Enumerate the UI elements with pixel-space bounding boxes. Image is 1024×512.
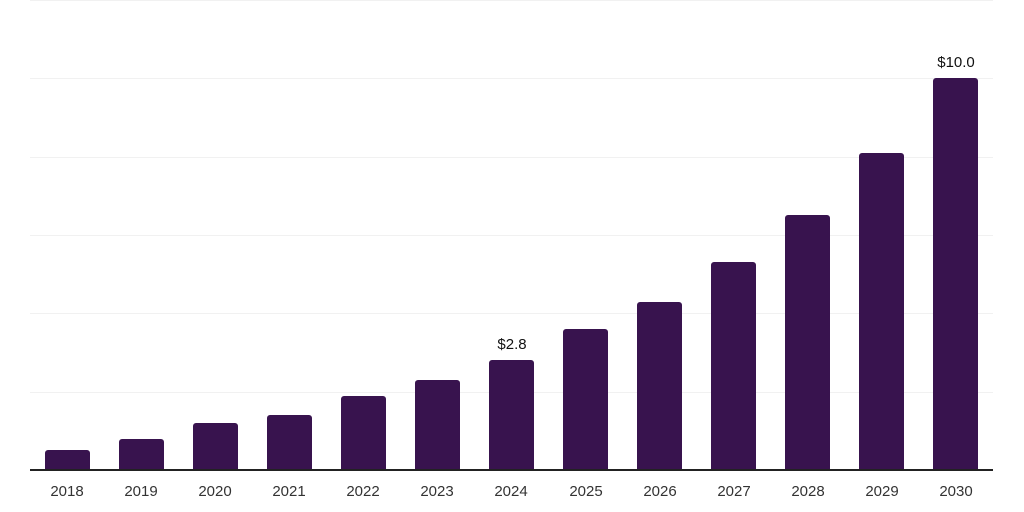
bar-2023	[415, 380, 460, 470]
x-tick-label-2026: 2026	[643, 483, 677, 500]
x-tick-label-2028: 2028	[791, 483, 825, 500]
gridline-4	[30, 313, 993, 314]
bar-2021	[267, 415, 312, 470]
x-axis-line	[30, 469, 993, 471]
bar-2024	[489, 360, 534, 470]
bar-2029	[859, 153, 904, 470]
x-tick-label-2018: 2018	[50, 483, 84, 500]
bar-2020	[193, 423, 238, 470]
bar-2030	[933, 78, 978, 470]
value-label-2024: $2.8	[497, 336, 527, 353]
gridline-12	[30, 0, 993, 1]
gridline-6	[30, 235, 993, 236]
x-tick-label-2023: 2023	[420, 483, 454, 500]
bar-2027	[711, 262, 756, 470]
bar-2028	[785, 215, 830, 470]
bar-2022	[341, 396, 386, 470]
bar-2025	[563, 329, 608, 470]
x-tick-label-2019: 2019	[124, 483, 158, 500]
x-tick-label-2021: 2021	[272, 483, 306, 500]
x-tick-label-2024: 2024	[494, 483, 528, 500]
x-tick-label-2029: 2029	[865, 483, 899, 500]
x-tick-label-2020: 2020	[198, 483, 232, 500]
x-tick-label-2025: 2025	[569, 483, 603, 500]
x-tick-label-2027: 2027	[717, 483, 751, 500]
bar-2018	[45, 450, 90, 470]
x-tick-label-2030: 2030	[939, 483, 973, 500]
gridline-10	[30, 78, 993, 79]
bar-2026	[637, 302, 682, 470]
x-tick-label-2022: 2022	[346, 483, 380, 500]
gridline-8	[30, 157, 993, 158]
value-label-2030: $10.0	[937, 54, 975, 71]
bar-2019	[119, 439, 164, 470]
